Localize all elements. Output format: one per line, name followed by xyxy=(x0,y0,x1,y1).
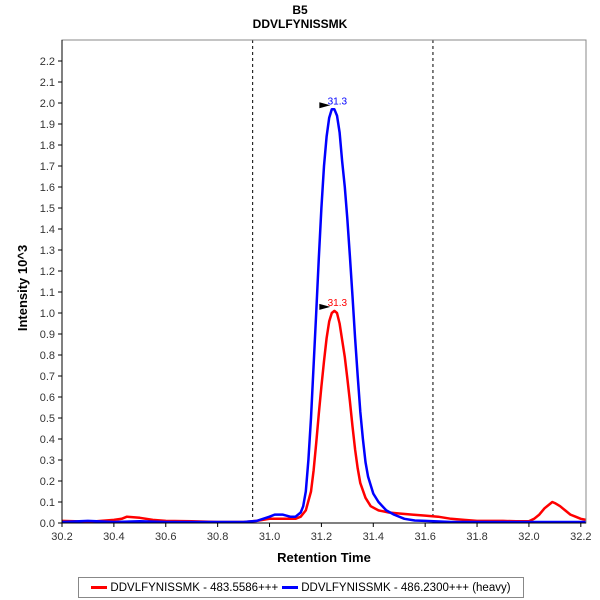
y-tick-label: 0.8 xyxy=(40,350,55,362)
y-tick-label: 1.7 xyxy=(40,161,55,173)
peak-labels: 31.3 31.3 xyxy=(319,96,348,310)
y-tick-label: 0.4 xyxy=(40,434,55,446)
series-layer xyxy=(61,108,587,524)
x-tick-label: 31.0 xyxy=(259,531,280,543)
legend-item-light: DDVLFYNISSMK - 483.5586+++ xyxy=(91,582,278,594)
y-tick-label: 1.2 xyxy=(40,266,55,278)
x-tick-label: 30.2 xyxy=(51,531,72,543)
y-tick-label: 0.9 xyxy=(40,329,55,341)
y-axis-title: Intensity 10^3 xyxy=(15,245,30,331)
legend-item-heavy: DDVLFYNISSMK - 486.2300+++ (heavy) xyxy=(282,581,511,594)
peak-marker-heavy xyxy=(319,102,331,109)
x-tick-label: 30.8 xyxy=(207,531,228,543)
y-tick-label: 1.0 xyxy=(40,308,55,320)
y-tick-label: 2.2 xyxy=(40,56,55,68)
x-tick-label: 31.4 xyxy=(363,531,384,543)
y-tick-label: 2.1 xyxy=(40,77,55,89)
x-tick-label: 31.6 xyxy=(414,531,435,543)
x-tick-label: 31.8 xyxy=(466,531,487,543)
y-tick-label: 0.7 xyxy=(40,371,55,383)
y-tick-label: 0.5 xyxy=(40,413,55,425)
y-tick-label: 1.4 xyxy=(40,224,55,236)
y-tick-label: 1.1 xyxy=(40,287,55,299)
x-tick-label: 30.6 xyxy=(155,531,176,543)
integration-boundaries xyxy=(252,40,434,523)
axes xyxy=(61,39,587,524)
y-tick-label: 0.0 xyxy=(40,518,55,530)
legend-label-heavy: DDVLFYNISSMK - 486.2300+++ (heavy) xyxy=(301,581,511,594)
series-line-light xyxy=(61,309,587,524)
y-tick-label: 1.8 xyxy=(40,140,55,152)
y-tick-label: 1.9 xyxy=(40,119,55,131)
plot-frame xyxy=(61,39,587,524)
y-tick-label: 1.6 xyxy=(40,182,55,194)
chart-subtitle: DDVLFYNISSMK xyxy=(252,17,348,31)
legend: DDVLFYNISSMK - 483.5586+++ DDVLFYNISSMK … xyxy=(78,577,524,598)
y-tick-label: 1.3 xyxy=(40,245,55,257)
x-tick-label: 31.2 xyxy=(311,531,332,543)
y-tick-label: 1.5 xyxy=(40,203,55,215)
x-tick-label: 32.2 xyxy=(570,531,591,543)
y-tick-label: 0.1 xyxy=(40,497,55,509)
x-axis-title: Retention Time xyxy=(277,550,371,565)
peak-marker-light xyxy=(319,303,331,310)
peak-label-light: 31.3 xyxy=(328,298,348,309)
legend-swatch-red xyxy=(91,586,108,589)
chromatogram-chart: 30.2 30.4 30.6 30.8 31.0 31.2 31.4 31.6 31.8 32.0… xyxy=(15,39,592,565)
legend-label-light: DDVLFYNISSMK - 483.5586+++ xyxy=(110,581,279,594)
peak-label-heavy: 31.3 xyxy=(328,96,348,107)
legend-swatch-blue xyxy=(282,586,299,589)
y-tick-label: 0.3 xyxy=(40,455,55,467)
series-line-heavy xyxy=(61,108,586,524)
y-tick-label: 2.0 xyxy=(40,98,55,110)
y-tick-label: 0.2 xyxy=(40,476,55,488)
x-tick-label: 32.0 xyxy=(518,531,539,543)
y-tick-label: 0.6 xyxy=(40,392,55,404)
x-tick-label: 30.4 xyxy=(103,531,124,543)
chart-title: B5 xyxy=(292,3,308,17)
tick-labels: 30.2 30.4 30.6 30.8 31.0 31.2 31.4 31.6 31.8 32.0… xyxy=(40,56,592,543)
